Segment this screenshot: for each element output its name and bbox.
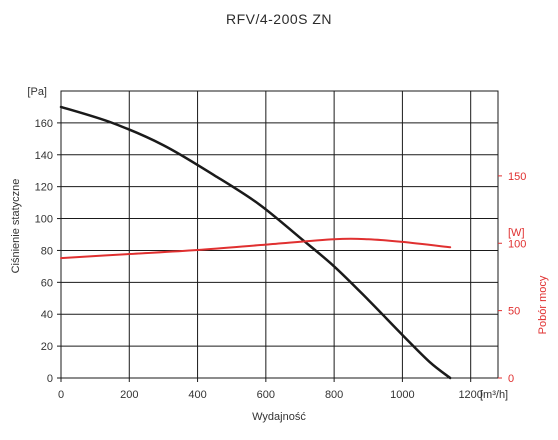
x-tick-label: 400: [188, 389, 206, 401]
y-right-tick-label: 50: [508, 306, 520, 318]
pressure-curve-line: [59, 105, 452, 380]
x-tick-label: 800: [325, 389, 343, 401]
y-left-tick-label: 0: [47, 373, 53, 385]
x-tick-label: 1000: [390, 389, 414, 401]
y-left-tick-label: 40: [41, 309, 53, 321]
y-right-tick-label: 0: [508, 373, 514, 385]
plot-frame: [60, 90, 499, 379]
grid: [57, 90, 502, 382]
x-tick-label: 0: [58, 389, 64, 401]
y-axis-right-label: Pobór mocy: [537, 275, 549, 334]
y-right-tick-label: 150: [508, 171, 526, 183]
x-tick-label: 1200: [458, 389, 482, 401]
x-axis-label: Wydajność: [252, 411, 306, 423]
y-axis-left-label: Ciśnienie statyczne: [10, 179, 22, 274]
y-left-tick-label: 80: [41, 245, 53, 257]
left-axis-unit: [Pa]: [27, 86, 47, 98]
y-left-tick-label: 120: [35, 182, 53, 194]
x-tick-label: 200: [120, 389, 138, 401]
power-curve-line: [60, 237, 452, 260]
right-tick-labels: 0 50 100 150: [508, 171, 526, 385]
y-right-tick-label: 100: [508, 238, 526, 250]
y-left-tick-label: 160: [35, 118, 53, 130]
y-left-tick-label: 100: [35, 214, 53, 226]
y-left-tick-label: 140: [35, 150, 53, 162]
series-layer: [59, 105, 452, 380]
chart-title: RFV/4-200S ZN: [226, 11, 332, 27]
left-tick-labels: 0 20 40 60 80 100 120 140 160: [35, 118, 53, 385]
x-tick-labels: 0 200 400 600 800 1000 1200: [58, 389, 483, 401]
y-left-tick-label: 60: [41, 277, 53, 289]
x-tick-label: 600: [257, 389, 275, 401]
right-axis-unit: [W]: [508, 227, 525, 239]
x-axis-unit: [m³/h]: [480, 389, 508, 401]
y-left-tick-label: 20: [41, 341, 53, 353]
